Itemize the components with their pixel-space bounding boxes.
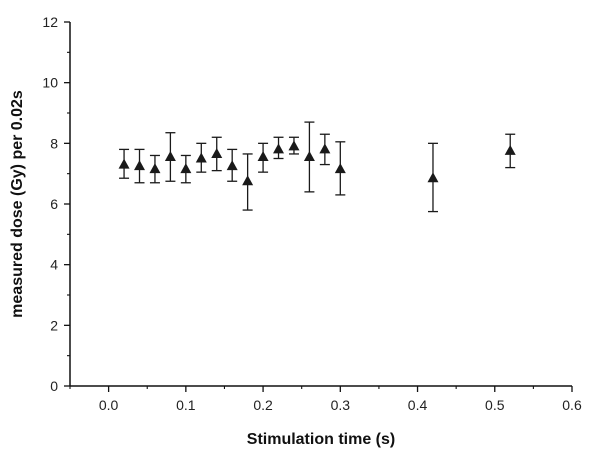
data-point-marker	[134, 160, 146, 171]
y-tick-label: 2	[50, 317, 58, 333]
x-axis-label: Stimulation time (s)	[247, 431, 395, 448]
x-tick-label: 0.6	[562, 397, 582, 413]
y-tick-label: 12	[42, 14, 58, 30]
x-tick-label: 0.4	[408, 397, 428, 413]
error-bars	[119, 121, 516, 213]
data-point-marker	[118, 158, 130, 169]
data-point-marker	[149, 163, 161, 174]
data-point-marker	[303, 150, 315, 161]
x-tick-label: 0.5	[485, 397, 505, 413]
y-ticks: 0 2 4 6 8 10 12	[42, 14, 70, 394]
data-point-marker	[288, 140, 300, 151]
data-point-marker	[257, 150, 269, 161]
x-tick-label: 0.2	[253, 397, 273, 413]
y-tick-label: 4	[50, 257, 58, 273]
x-ticks: 0.0 0.1 0.2 0.3 0.4 0.5 0.6	[69, 386, 582, 413]
data-point-marker	[319, 143, 331, 154]
data-point-marker	[195, 152, 207, 163]
x-tick-label: 0.3	[331, 397, 351, 413]
data-point-marker	[211, 147, 223, 158]
data-point-marker	[427, 172, 439, 183]
data-point-marker	[180, 163, 192, 174]
data-point-marker	[164, 150, 176, 161]
x-tick-label: 0.0	[99, 397, 119, 413]
y-tick-label: 10	[42, 75, 58, 91]
data-point-marker	[504, 144, 516, 155]
y-tick-label: 0	[50, 378, 58, 394]
data-point-marker	[334, 163, 346, 174]
x-tick-label: 0.1	[176, 397, 196, 413]
data-point-marker	[226, 160, 238, 171]
y-tick-label: 6	[50, 196, 58, 212]
data-markers	[118, 140, 516, 186]
y-tick-label: 8	[50, 135, 58, 151]
data-point-marker	[273, 143, 285, 154]
data-point-marker	[242, 175, 254, 186]
plot-frame	[69, 22, 572, 387]
y-axis-label: measured dose (Gy) per 0.02s	[9, 90, 26, 318]
